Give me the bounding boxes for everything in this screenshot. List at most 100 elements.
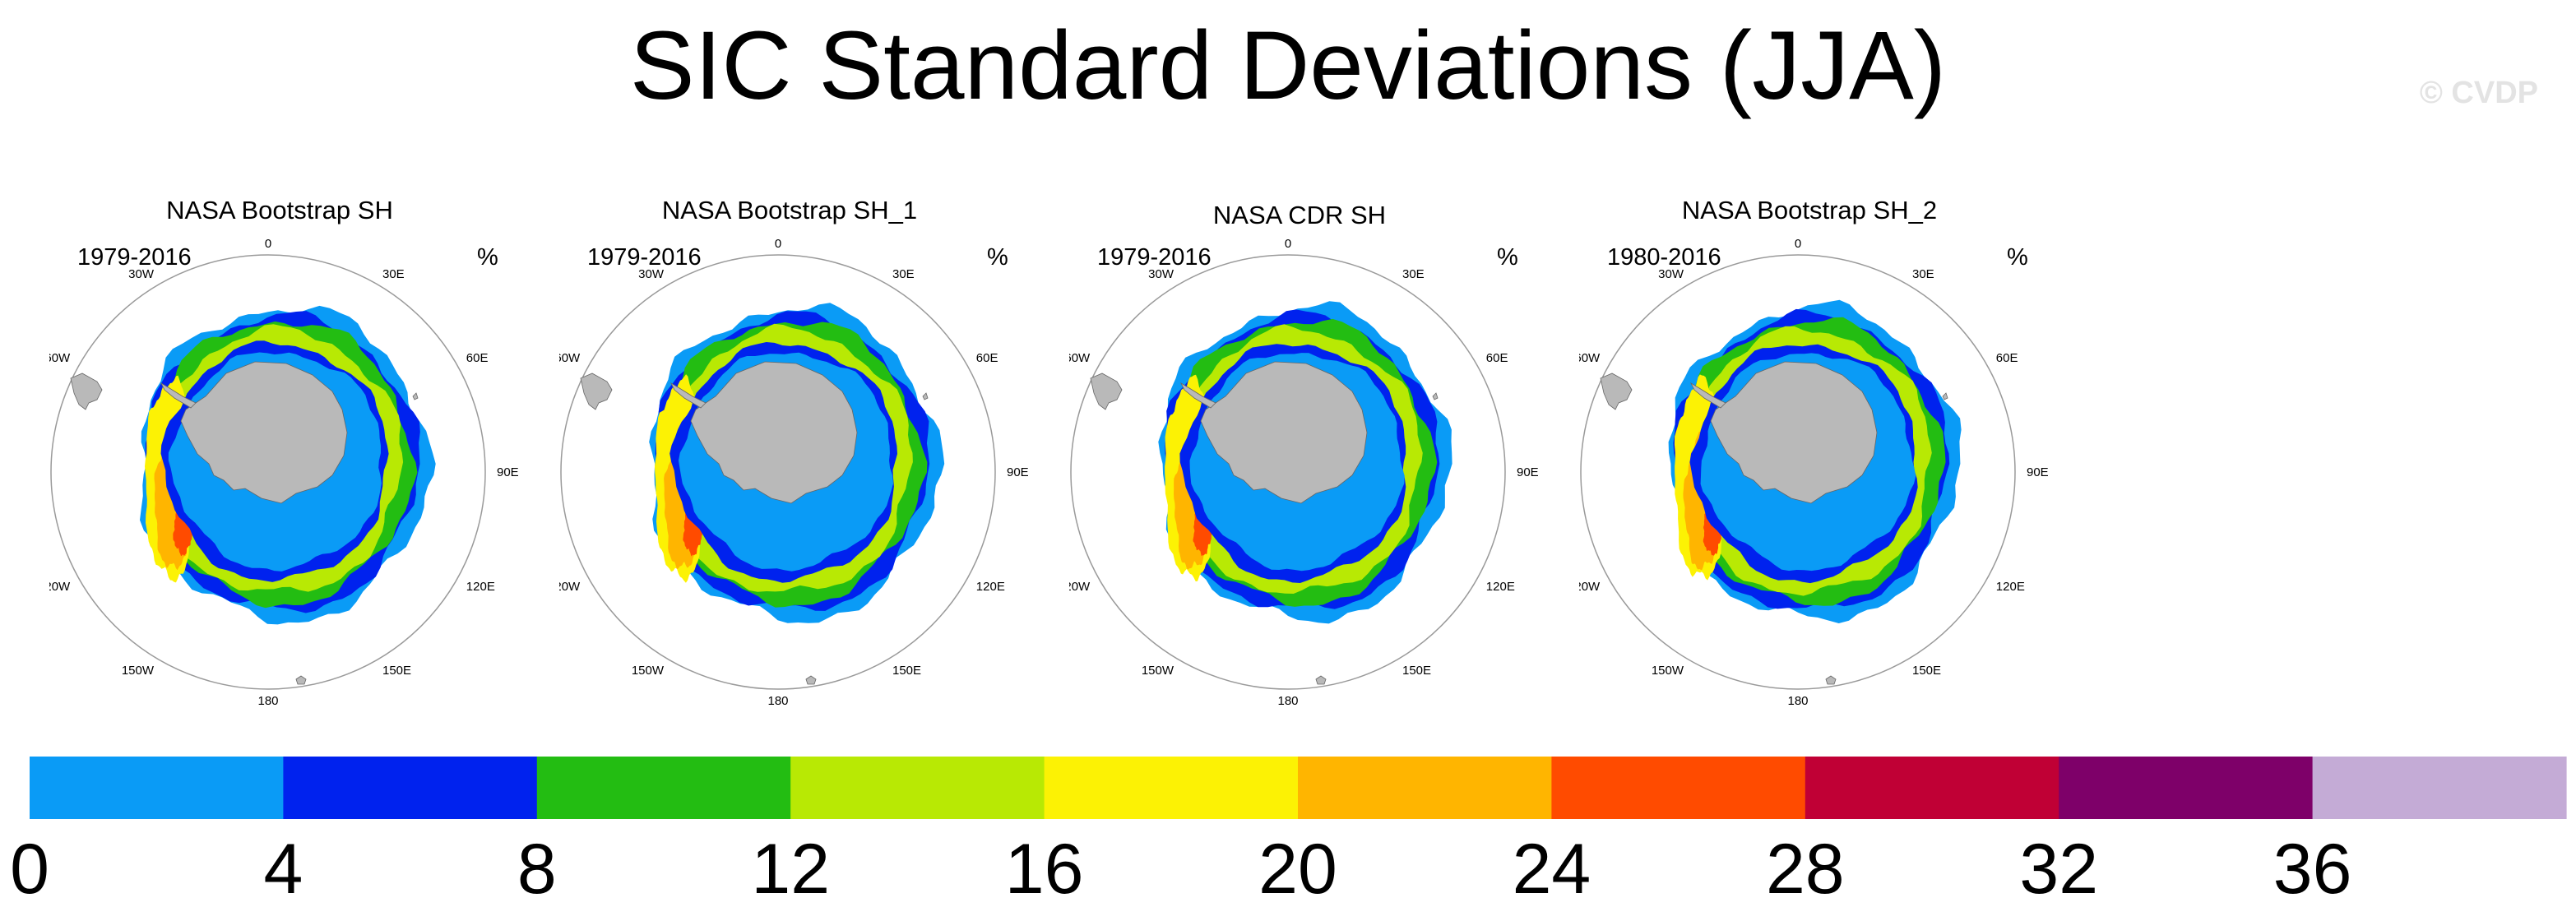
longitude-label: 60W — [1069, 351, 1091, 365]
longitude-label: 30E — [382, 267, 405, 281]
polar-map-3: 030E60E90E120E150E180150W120W90W60W30W — [1069, 237, 1539, 708]
longitude-label: 60E — [976, 351, 998, 365]
south-america-tip — [1600, 373, 1633, 410]
longitude-label: 150E — [382, 664, 411, 678]
colorbar-tick-label: 32 — [2019, 830, 2098, 909]
panel-units-2: % — [987, 244, 1008, 271]
colorbar-tick-label: 12 — [751, 830, 830, 909]
longitude-label: 120E — [1486, 580, 1515, 594]
colorbar-box — [283, 757, 538, 819]
longitude-label: 120E — [1996, 580, 2025, 594]
longitude-label: 0 — [1285, 237, 1291, 251]
colorbar-tick-label: 36 — [2273, 830, 2352, 909]
longitude-label: 180 — [767, 694, 788, 708]
map-panel-2: 030E60E90E120E150E180150W120W90W60W30W N… — [559, 187, 1053, 714]
antarctic-peninsula — [670, 382, 707, 409]
panel-units-3: % — [1497, 244, 1518, 271]
colorbar-tick-label: 28 — [1766, 830, 1845, 909]
polar-map-1: 030E60E90E120E150E180150W120W90W60W30W — [49, 237, 519, 708]
longitude-label: 150E — [892, 664, 921, 678]
panel-units-4: % — [2007, 244, 2028, 271]
longitude-label: 60W — [49, 351, 71, 365]
longitude-label: 60W — [559, 351, 581, 365]
kerguelen-island — [1942, 392, 1948, 400]
panel-title-4: NASA Bootstrap SH_2 — [1681, 196, 1938, 224]
antarctica-landmass — [690, 361, 858, 504]
longitude-label: 120W — [1069, 580, 1091, 594]
longitude-label: 120E — [976, 580, 1005, 594]
longitude-label: 60W — [1579, 351, 1601, 365]
longitude-label: 30W — [638, 267, 665, 281]
longitude-label: 150W — [632, 664, 665, 678]
south-america-tip — [580, 373, 613, 410]
colorbar-box — [30, 757, 284, 819]
colorbar-box — [2059, 757, 2314, 819]
longitude-label: 60E — [1486, 351, 1508, 365]
panel-title-3: NASA CDR SH — [1212, 201, 1387, 229]
colorbar-tick-label: 16 — [1005, 830, 1084, 909]
panel-units-1: % — [477, 244, 498, 271]
panel-title-2: NASA Bootstrap SH_1 — [661, 196, 918, 224]
panel-period-4: 1980-2016 — [1607, 244, 1721, 271]
colorbar-tick-label: 24 — [1513, 830, 1591, 909]
longitude-label: 150W — [122, 664, 155, 678]
panel-period-1: 1979-2016 — [77, 244, 192, 271]
colorbar-box — [1044, 757, 1299, 819]
longitude-label: 30E — [1402, 267, 1425, 281]
antarctic-peninsula — [1690, 382, 1726, 409]
longitude-label: 30W — [128, 267, 155, 281]
map-frame-circle — [560, 254, 996, 690]
colorbar-tick-label: 0 — [10, 830, 49, 909]
south-america-tip — [70, 373, 103, 410]
longitude-label: 0 — [775, 237, 781, 251]
longitude-label: 60E — [1996, 351, 2018, 365]
panel-period-2: 1979-2016 — [587, 244, 702, 271]
longitude-label: 90E — [497, 465, 519, 479]
longitude-label: 30E — [892, 267, 915, 281]
map-frame-circle — [1070, 254, 1506, 690]
watermark: © CVDP — [2419, 76, 2538, 110]
colorbar-box — [536, 757, 791, 819]
panel-period-3: 1979-2016 — [1097, 244, 1212, 271]
colorbar-tick-label: 8 — [517, 830, 557, 909]
longitude-label: 150W — [1652, 664, 1684, 678]
new-zealand-island — [1825, 675, 1837, 685]
colorbar-tick-label: 20 — [1258, 830, 1337, 909]
map-panel-1: 030E60E90E120E150E180150W120W90W60W30W N… — [49, 187, 543, 714]
longitude-label: 120W — [49, 580, 71, 594]
antarctica-landmass — [1200, 361, 1368, 504]
colorbar-box — [1298, 757, 1552, 819]
longitude-label: 120W — [559, 580, 581, 594]
map-panel-3: 030E60E90E120E150E180150W120W90W60W30W N… — [1069, 187, 1563, 714]
antarctic-peninsula — [160, 382, 197, 409]
antarctica-landmass — [180, 361, 348, 504]
longitude-label: 120W — [1579, 580, 1601, 594]
kerguelen-island — [412, 392, 419, 400]
longitude-label: 30W — [1658, 267, 1684, 281]
longitude-label: 150E — [1402, 664, 1431, 678]
new-zealand-island — [295, 675, 307, 685]
longitude-label: 30E — [1912, 267, 1934, 281]
new-zealand-island — [805, 675, 817, 685]
antarctica-landmass — [1710, 361, 1878, 504]
longitude-label: 0 — [265, 237, 271, 251]
map-frame-circle — [50, 254, 486, 690]
panel-title-1: NASA Bootstrap SH — [166, 196, 393, 224]
colorbar-box — [790, 757, 1045, 819]
colorbar-box — [1805, 757, 2059, 819]
kerguelen-island — [922, 392, 929, 400]
longitude-label: 180 — [1787, 694, 1808, 708]
map-frame-circle — [1580, 254, 2016, 690]
longitude-label: 150E — [1912, 664, 1941, 678]
colorbar-box — [1551, 757, 1806, 819]
longitude-label: 120E — [466, 580, 495, 594]
longitude-label: 90E — [1007, 465, 1029, 479]
longitude-label: 0 — [1795, 237, 1801, 251]
colorbar-tick-label: 4 — [263, 830, 303, 909]
map-panel-4: 030E60E90E120E150E180150W120W90W60W30W N… — [1579, 187, 2073, 714]
polar-map-4: 030E60E90E120E150E180150W120W90W60W30W — [1579, 237, 2049, 708]
longitude-label: 180 — [257, 694, 278, 708]
longitude-label: 90E — [2027, 465, 2049, 479]
longitude-label: 90E — [1517, 465, 1539, 479]
